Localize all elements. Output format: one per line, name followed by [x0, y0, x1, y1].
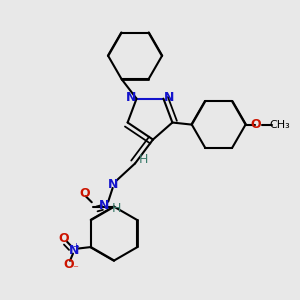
Text: O: O: [59, 232, 69, 245]
Text: ⁻: ⁻: [72, 264, 78, 274]
Text: N: N: [69, 244, 80, 256]
Text: H: H: [139, 153, 148, 167]
Text: CH₃: CH₃: [269, 120, 290, 130]
Text: +: +: [73, 242, 80, 251]
Text: N: N: [107, 178, 118, 191]
Text: O: O: [79, 187, 90, 200]
Text: O: O: [63, 258, 74, 271]
Text: N: N: [98, 199, 109, 212]
Text: N: N: [126, 91, 136, 103]
Text: O: O: [251, 118, 261, 131]
Text: H: H: [112, 202, 121, 215]
Text: N: N: [164, 91, 174, 103]
